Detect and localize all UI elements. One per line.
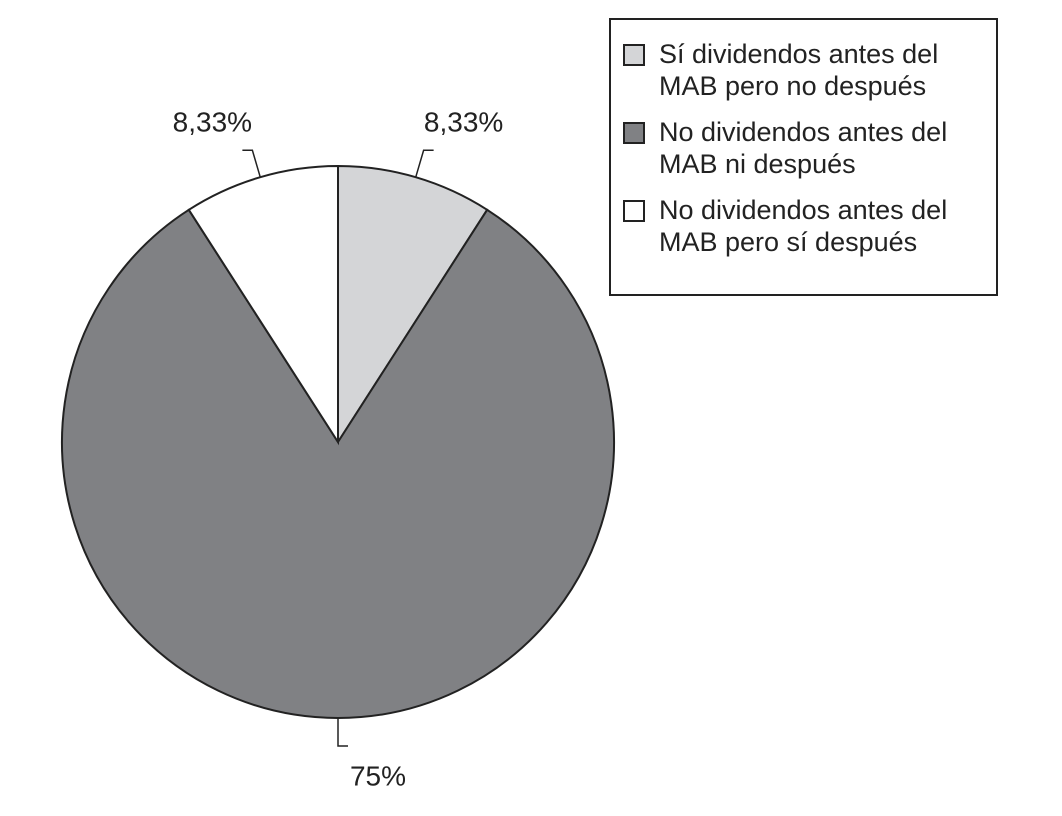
data-label: 75% — [350, 760, 406, 791]
leader-line — [415, 149, 434, 178]
pie-slice — [337, 164, 489, 446]
leader-line — [242, 149, 261, 178]
legend-label: Sí dividendos antes del MAB pero no desp… — [659, 39, 939, 101]
data-label: 8,33% — [424, 107, 503, 138]
data-label: 8,33% — [173, 107, 252, 138]
legend-swatch — [623, 200, 645, 222]
pie-slice — [187, 164, 339, 446]
legend-swatch — [623, 44, 645, 66]
legend-label: No dividendos antes del MAB ni después — [659, 117, 948, 179]
legend-entry: Sí dividendos antes del MAB pero no desp… — [623, 38, 986, 102]
pie-slice — [61, 208, 615, 719]
legend-entry: No dividendos antes del MAB ni después — [623, 116, 986, 180]
legend: Sí dividendos antes del MAB pero no desp… — [609, 18, 998, 296]
leader-line — [337, 718, 348, 747]
legend-entry: No dividendos antes del MAB pero sí desp… — [623, 194, 986, 258]
legend-swatch — [623, 122, 645, 144]
legend-label: No dividendos antes del MAB pero sí desp… — [659, 195, 948, 257]
